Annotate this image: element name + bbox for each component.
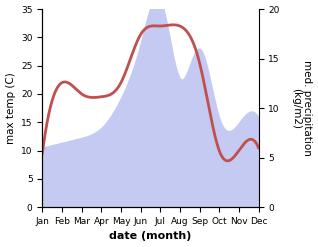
Y-axis label: max temp (C): max temp (C) xyxy=(5,72,16,144)
Y-axis label: med. precipitation
(kg/m2): med. precipitation (kg/m2) xyxy=(291,60,313,156)
X-axis label: date (month): date (month) xyxy=(109,231,192,242)
